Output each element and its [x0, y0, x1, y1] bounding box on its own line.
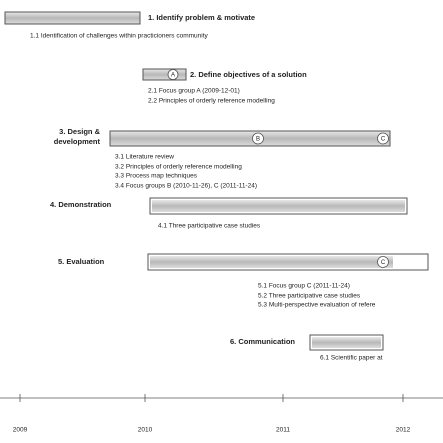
- phase-item: 2.2 Principles of orderly reference mode…: [148, 98, 275, 105]
- milestone-label: C: [381, 137, 386, 143]
- phase-title: 6. Communication: [230, 337, 295, 346]
- phase-item: 2.1 Focus group A (2009-12-01): [148, 88, 240, 95]
- phase-title: 2. Define objectives of a solution: [190, 70, 307, 79]
- phase-title: 5. Evaluation: [58, 257, 105, 266]
- milestone: [167, 69, 179, 80]
- milestone: [377, 132, 389, 145]
- phase-title: development: [54, 137, 101, 146]
- milestone-label: B: [256, 137, 260, 143]
- timeline-label: 2009: [13, 427, 28, 434]
- phase-item: 3.2 Principles of orderly reference mode…: [115, 164, 242, 171]
- phase-title: 3. Design &: [59, 127, 100, 136]
- phase-item: 5.2 Three participative case studies: [258, 293, 361, 300]
- phase-bar: [312, 337, 381, 348]
- timeline-label: 2011: [276, 427, 290, 434]
- phase-bar: [152, 200, 405, 212]
- milestone: [377, 256, 389, 268]
- phase-item: 3.1 Literature review: [115, 154, 174, 161]
- phase-bar: [150, 256, 393, 268]
- phase-item: 6.1 Scientific paper at: [320, 355, 383, 362]
- milestone-label: C: [381, 260, 386, 266]
- phase-item: 1.1 Identification of challenges within …: [30, 33, 209, 40]
- phase-item: 5.1 Focus group C (2011-11-24): [258, 283, 350, 290]
- milestone-label: A: [171, 73, 175, 79]
- phase-title: 1. Identify problem & motivate: [148, 13, 255, 22]
- phase-item: 4.1 Three participative case studies: [158, 223, 261, 230]
- timeline-label: 2010: [138, 427, 153, 434]
- timeline-label: 2012: [396, 427, 411, 434]
- phase-bar: [142, 68, 187, 81]
- phase-item: 3.3 Process map techniques: [115, 173, 198, 180]
- phase-title: 4. Demonstration: [50, 200, 112, 209]
- phase-bar: [109, 130, 391, 147]
- phase-item: 3.4 Focus groups B (2010-11-26), C (2011…: [115, 183, 257, 190]
- phase-item: 5.3 Multi-perspective evaluation of refe…: [258, 302, 376, 309]
- milestone: [252, 132, 264, 145]
- phase-bar: [4, 11, 141, 25]
